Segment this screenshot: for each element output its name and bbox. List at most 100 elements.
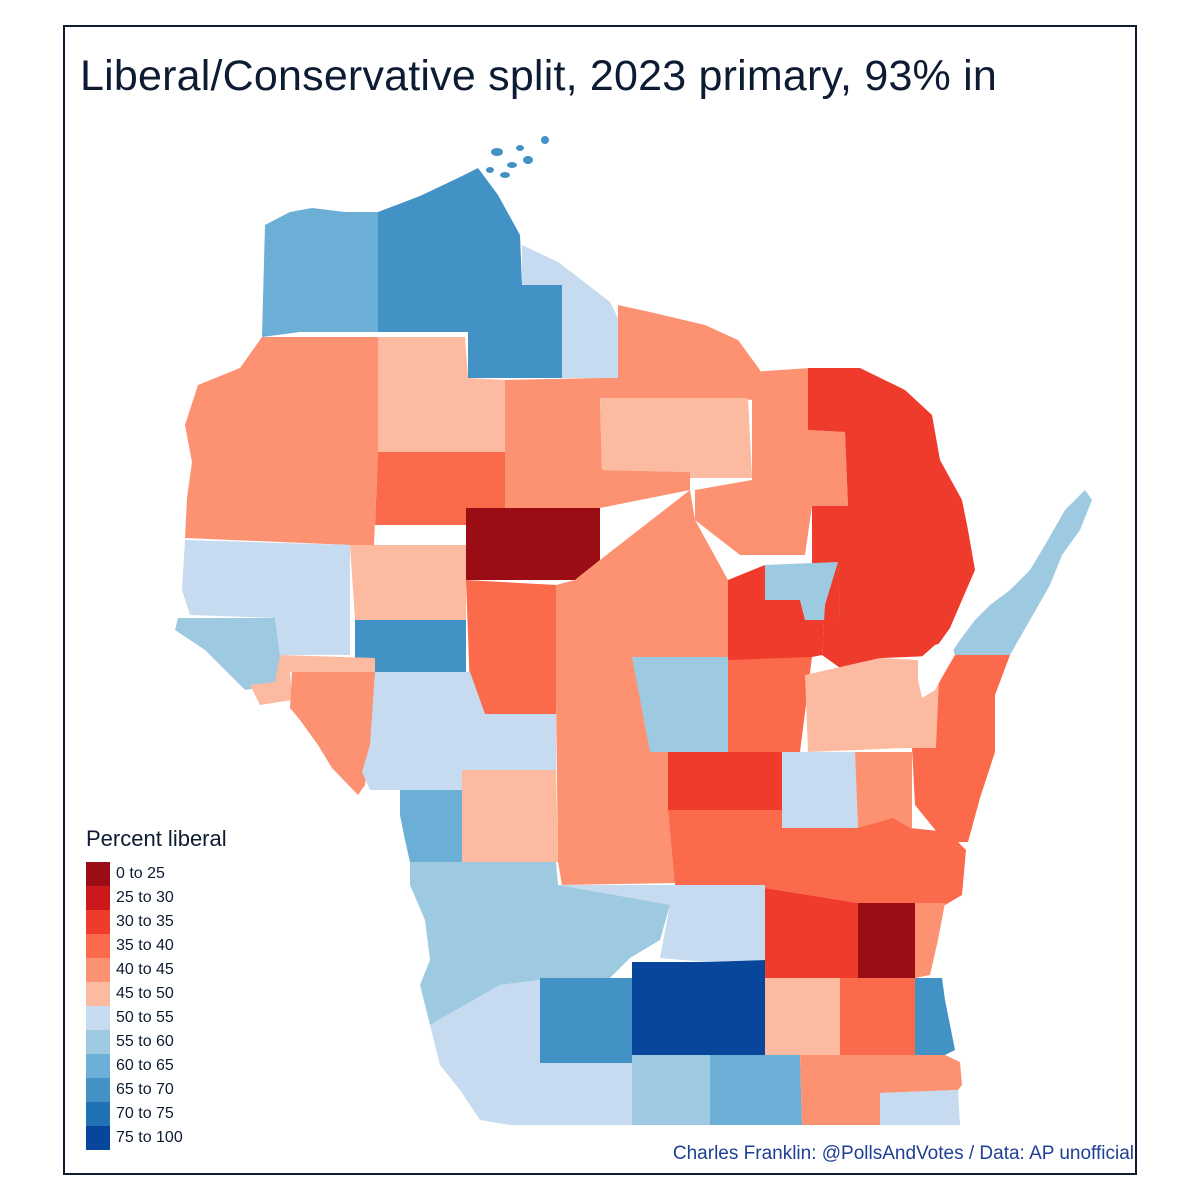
county-shape (350, 545, 466, 620)
legend-title: Percent liberal (86, 826, 227, 851)
legend-label: 55 to 60 (116, 1033, 174, 1050)
legend-swatch (86, 1054, 110, 1078)
island-shape (516, 145, 524, 151)
legend-label: 35 to 40 (116, 937, 174, 954)
county-shape (556, 490, 728, 700)
county-shape (805, 658, 950, 752)
county-shape (800, 1055, 962, 1125)
island-shape (507, 162, 517, 168)
county-shape (262, 208, 378, 337)
county-shape (855, 752, 912, 828)
county-shape (765, 888, 858, 978)
legend-label: 75 to 100 (116, 1129, 183, 1146)
county-shape (782, 752, 858, 828)
legend-swatch (86, 1030, 110, 1054)
county-shape (182, 540, 350, 655)
legend-swatch (86, 886, 110, 910)
county-shape (668, 810, 966, 905)
map-frame (63, 25, 1137, 1175)
county-shape (915, 903, 945, 978)
legend-item: 70 to 75 (86, 1102, 227, 1126)
county-shape (522, 245, 618, 378)
legend-swatch (86, 982, 110, 1006)
legend-label: 45 to 50 (116, 985, 174, 1002)
legend-item: 75 to 100 (86, 1126, 227, 1150)
county-shape (378, 168, 562, 378)
county-shape (912, 655, 1010, 842)
island-shape (486, 167, 494, 173)
legend-label: 40 to 45 (116, 961, 174, 978)
county-shape (410, 862, 670, 1025)
county-shape (765, 562, 840, 620)
county-shape (558, 885, 765, 962)
county-shape (710, 1055, 802, 1125)
county-shape (175, 618, 280, 690)
legend-item: 35 to 40 (86, 934, 227, 958)
legend-swatch (86, 1102, 110, 1126)
county-shape (462, 770, 558, 862)
green-bay-water (918, 640, 955, 698)
county-shape (430, 978, 632, 1125)
legend-item: 40 to 45 (86, 958, 227, 982)
county-shape (375, 452, 505, 525)
island-shape (523, 156, 533, 164)
legend-label: 25 to 30 (116, 889, 174, 906)
legend-item: 60 to 65 (86, 1054, 227, 1078)
legend-swatch (86, 958, 110, 982)
county-shape (840, 978, 915, 1055)
legend-label: 60 to 65 (116, 1057, 174, 1074)
county-shape (632, 657, 728, 752)
county-shape (765, 978, 840, 1055)
county-shape (540, 978, 632, 1063)
county-shape (880, 1090, 960, 1125)
island-shape (541, 136, 549, 144)
island-shape (465, 179, 475, 185)
legend-swatch (86, 910, 110, 934)
legend-swatch (86, 1006, 110, 1030)
county-shape (728, 657, 812, 752)
legend-item: 30 to 35 (86, 910, 227, 934)
county-shape (466, 508, 600, 580)
county-shape (858, 903, 915, 978)
county-shape (728, 562, 840, 660)
island-shape (500, 172, 510, 178)
legend: Percent liberal 0 to 25 25 to 30 30 to 35 3… (86, 826, 227, 1150)
legend-item: 65 to 70 (86, 1078, 227, 1102)
county-shape (378, 337, 505, 452)
legend-label: 65 to 70 (116, 1081, 174, 1098)
legend-swatch (86, 1126, 110, 1150)
island-shape (491, 148, 503, 156)
legend-swatch (86, 934, 110, 958)
legend-item: 55 to 60 (86, 1030, 227, 1054)
county-shape (400, 790, 462, 862)
county-shape (505, 378, 690, 508)
legend-rows: 0 to 25 25 to 30 30 to 35 35 to 40 40 to 45 4… (86, 862, 227, 1150)
legend-item: 0 to 25 (86, 862, 227, 886)
legend-label: 30 to 35 (116, 913, 174, 930)
legend-item: 45 to 50 (86, 982, 227, 1006)
legend-item: 25 to 30 (86, 886, 227, 910)
county-shape (600, 398, 752, 478)
map-title: Liberal/Conservative split, 2023 primary… (80, 52, 998, 100)
county-shape (362, 672, 556, 790)
legend-swatch (86, 862, 110, 886)
credit-text: Charles Franklin: @PollsAndVotes / Data:… (672, 1143, 1134, 1164)
county-shape (598, 305, 760, 400)
county-shape (290, 672, 375, 795)
legend-swatch (86, 1078, 110, 1102)
legend-label: 50 to 55 (116, 1009, 174, 1026)
county-shape (950, 490, 1092, 655)
legend-item: 50 to 55 (86, 1006, 227, 1030)
legend-label: 0 to 25 (116, 865, 165, 882)
county-shape (632, 960, 765, 1055)
county-shape (632, 1055, 710, 1125)
county-shape (915, 978, 955, 1055)
county-shape (668, 752, 782, 810)
county-shape (355, 620, 466, 678)
county-shape (808, 368, 975, 675)
legend-label: 70 to 75 (116, 1105, 174, 1122)
county-shape (250, 655, 375, 705)
county-shape (466, 580, 556, 714)
county-shape (185, 337, 378, 545)
